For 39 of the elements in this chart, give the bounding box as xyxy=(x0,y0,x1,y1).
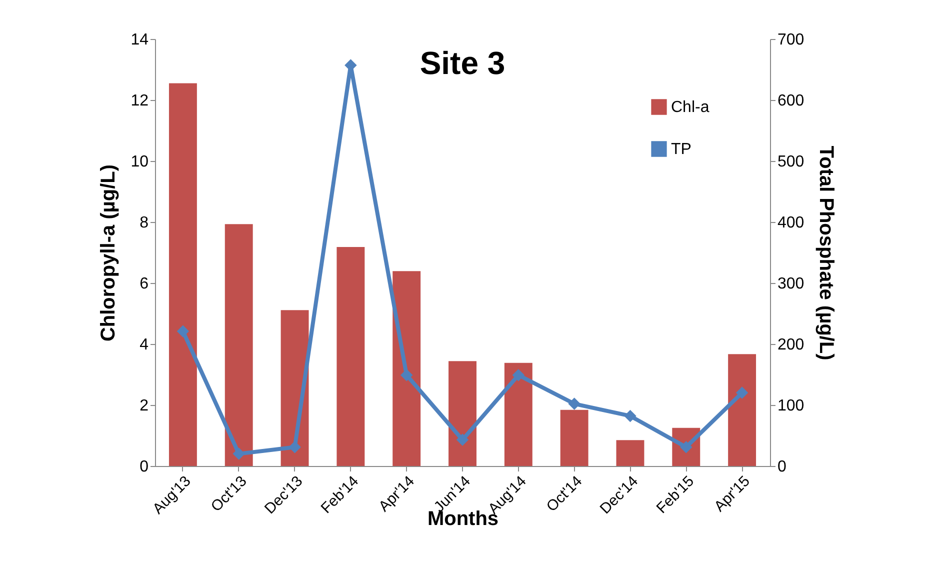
y2-tick-label: 200 xyxy=(778,336,804,354)
bar xyxy=(336,247,365,466)
point xyxy=(456,434,469,446)
y2-tick-label: 700 xyxy=(778,32,804,48)
y2-tick-label: 500 xyxy=(778,154,804,170)
y2-axis-title: Total Phosphate (µg/L) xyxy=(815,146,838,360)
y2-tick-label: 100 xyxy=(778,398,804,414)
y-tick-label: 0 xyxy=(140,458,149,476)
y-tick-label: 4 xyxy=(140,336,149,354)
bar xyxy=(168,83,197,466)
y2-tick-label: 300 xyxy=(778,276,804,292)
point xyxy=(288,440,301,454)
legend-label: TP xyxy=(671,141,692,158)
point xyxy=(568,398,580,410)
y-tick-label: 14 xyxy=(130,32,149,48)
point xyxy=(400,368,413,382)
bar xyxy=(504,362,532,466)
bar xyxy=(392,271,421,466)
point xyxy=(624,410,636,422)
y-tick-label: 6 xyxy=(140,276,149,292)
y2-tick-label: 400 xyxy=(778,214,804,232)
point xyxy=(512,368,525,382)
point xyxy=(736,386,748,399)
bar xyxy=(616,440,644,466)
bar xyxy=(728,354,756,466)
chart-title: Site 3 xyxy=(420,45,506,81)
bar xyxy=(448,361,476,466)
y-tick-label: 8 xyxy=(140,214,149,232)
bar xyxy=(224,224,253,466)
y2-tick-label: 600 xyxy=(778,92,804,110)
bar xyxy=(560,410,588,466)
y2-tick-label: 0 xyxy=(778,458,786,476)
y-tick-label: 12 xyxy=(130,92,149,110)
point xyxy=(176,325,190,338)
legend-label: Chl-a xyxy=(671,99,710,116)
y-axis-title: Chloropyll-a (µg/L) xyxy=(98,164,120,342)
point xyxy=(232,448,245,460)
y-tick-label: 2 xyxy=(140,398,149,414)
y-tick-label: 10 xyxy=(130,154,149,170)
